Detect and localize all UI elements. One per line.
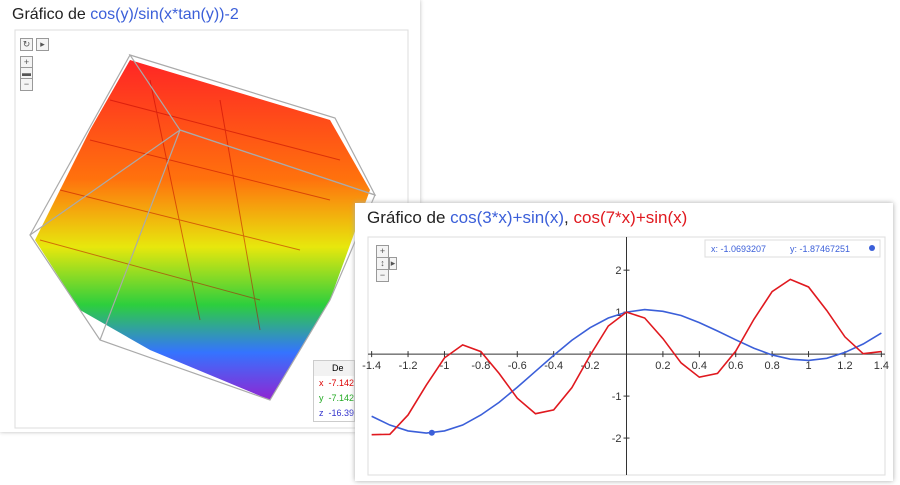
- legend-entry: cos(7*x)+sin(x): [573, 208, 688, 227]
- zoom-in[interactable]: +: [376, 245, 389, 258]
- bounding-box: [29, 53, 377, 401]
- y-tick-label: 2: [615, 265, 621, 277]
- y-tick-label: -2: [612, 433, 622, 445]
- cursor-readout: [704, 239, 881, 258]
- zoom-out[interactable]: −: [20, 78, 33, 91]
- reset-button[interactable]: ↻: [20, 38, 33, 51]
- readout-marker: [869, 245, 875, 251]
- cursor-x-label: x: -1.0693207: [711, 244, 766, 254]
- surface-panel: Gráfico de cos(y)/sin(x*tan(y))-2 ↻ ▸ + …: [0, 0, 420, 432]
- info-value: -7.142: [328, 378, 355, 388]
- play-button[interactable]: ▸: [36, 38, 49, 51]
- x-tick-label: -0.4: [544, 360, 563, 372]
- x-tick-label: 1.2: [837, 360, 852, 372]
- x-tick-label: 0.8: [764, 360, 779, 372]
- zoom-out[interactable]: −: [376, 269, 389, 282]
- graph-panel: Gráfico de cos(3*x)+sin(x), cos(7*x)+sin…: [355, 203, 893, 481]
- x-tick-label: 0.2: [655, 360, 670, 372]
- info-row: x -7.142: [314, 376, 354, 391]
- info-header: De: [314, 361, 355, 376]
- expand[interactable]: ▸: [389, 257, 397, 270]
- title-separator: ,: [564, 208, 569, 227]
- title-prefix: Gráfico de: [367, 208, 446, 227]
- cursor-y-label: y: -1.87467251: [790, 244, 850, 254]
- info-value: -7.142: [328, 393, 355, 403]
- chart: -1.4 -1.2 -1 -0.8 -0.6 -0.4 -0.2 0.2 0.4 0.6 0.8 1 1…: [362, 236, 889, 476]
- series-line: [371, 278, 882, 436]
- panel-title: Gráfico de cos(y)/sin(x*tan(y))-2: [12, 6, 239, 24]
- panel-title: Gráfico de cos(3*x)+sin(x), cos(7*x)+sin…: [367, 208, 687, 228]
- x-tick-label: 1.4: [874, 360, 889, 372]
- surface-ridges: [39, 79, 341, 331]
- info-value: -16.39: [328, 408, 355, 418]
- x-tick-label: -1.4: [362, 360, 381, 372]
- info-row: z -16.39: [314, 406, 354, 421]
- cursor-point: [428, 429, 435, 436]
- info-key: x: [319, 378, 324, 388]
- x-tick-label: 1: [805, 360, 811, 372]
- x-tick-label: -0.6: [508, 360, 527, 372]
- legend-entry: cos(3*x)+sin(x): [450, 208, 565, 227]
- y-tick-label: 1: [615, 307, 621, 319]
- x-tick-label: -1: [440, 360, 450, 372]
- x-tick-label: -1.2: [399, 360, 418, 372]
- info-row: y -7.142: [314, 391, 354, 406]
- title-prefix: Gráfico de: [12, 6, 86, 23]
- info-key: y: [319, 393, 324, 403]
- info-table: De x -7.142 y -7.142 z -16.39: [313, 360, 356, 422]
- info-key: z: [319, 408, 324, 418]
- y-tick-label: -1: [612, 391, 622, 403]
- x-tick-label: 0.4: [692, 360, 707, 372]
- x-tick-label: 0.6: [728, 360, 743, 372]
- surface: [35, 60, 370, 400]
- formula: cos(y)/sin(x*tan(y))-2: [90, 6, 239, 23]
- x-tick-label: -0.8: [471, 360, 490, 372]
